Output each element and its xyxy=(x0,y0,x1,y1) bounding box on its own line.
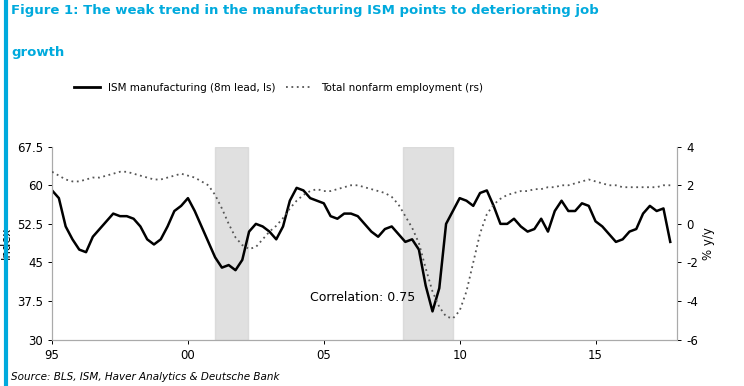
Y-axis label: Index: Index xyxy=(0,227,13,259)
Bar xyxy=(403,147,453,340)
Y-axis label: % y/y: % y/y xyxy=(702,227,715,260)
Text: growth: growth xyxy=(11,46,65,59)
Legend: ISM manufacturing (8m lead, ls), Total nonfarm employment (rs): ISM manufacturing (8m lead, ls), Total n… xyxy=(70,78,487,97)
Bar xyxy=(215,147,248,340)
Text: Correlation: 0.75: Correlation: 0.75 xyxy=(310,291,415,304)
Text: Source: BLS, ISM, Haver Analytics & Deutsche Bank: Source: BLS, ISM, Haver Analytics & Deut… xyxy=(11,372,280,382)
Text: Figure 1: The weak trend in the manufacturing ISM points to deteriorating job: Figure 1: The weak trend in the manufact… xyxy=(11,4,599,17)
